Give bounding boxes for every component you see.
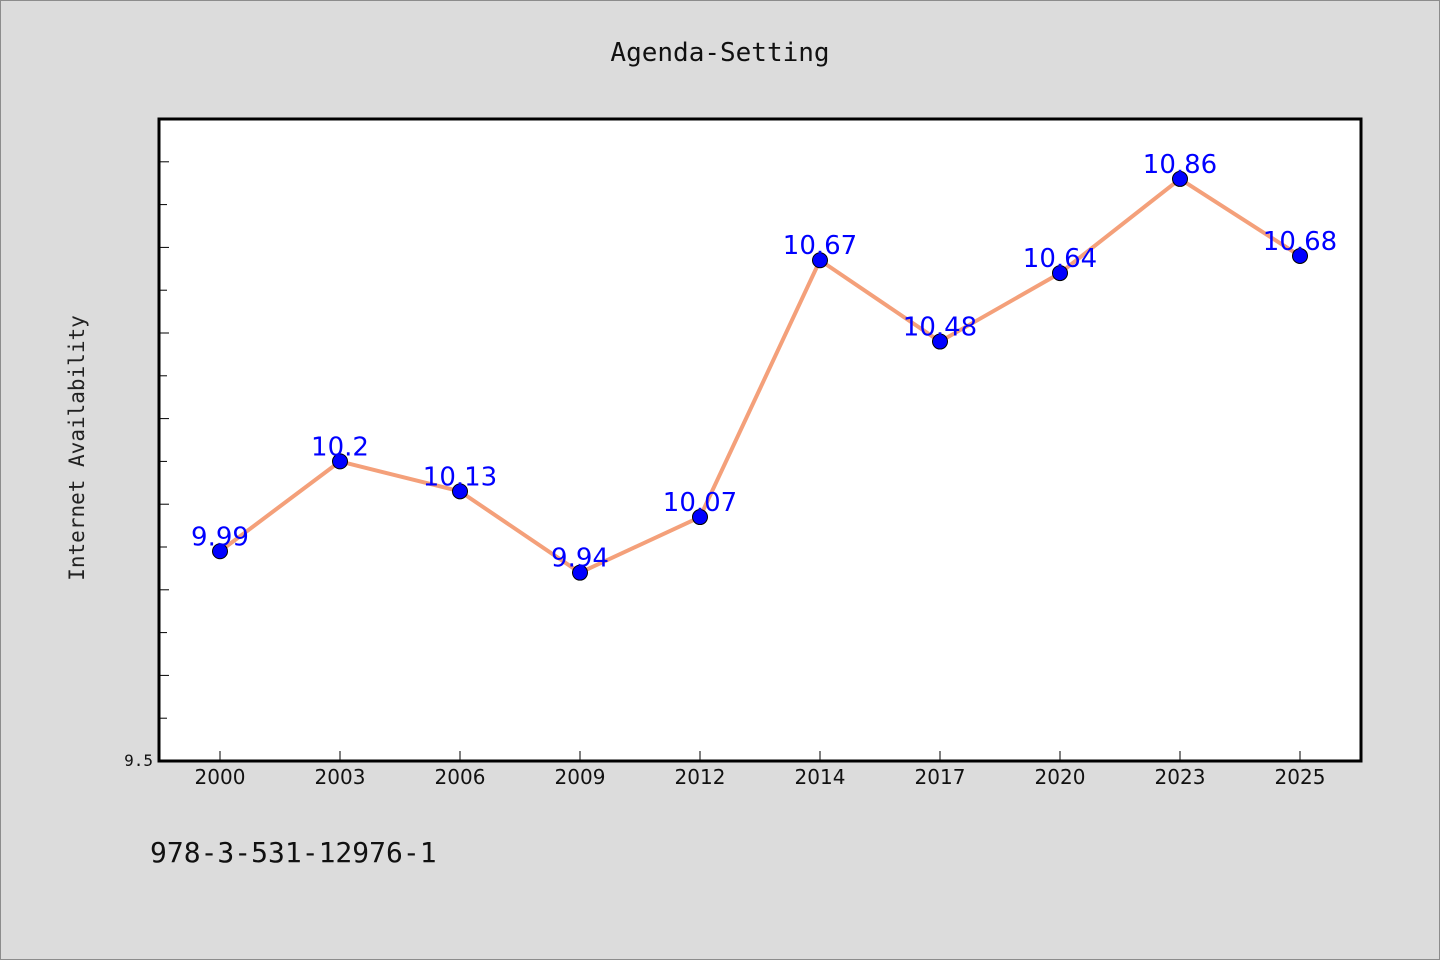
data-point-marker — [1052, 265, 1068, 282]
series-line — [218, 176, 1302, 575]
x-tick-label: 2023 — [1155, 765, 1206, 789]
data-point-marker — [452, 483, 468, 500]
data-point-marker — [932, 333, 948, 350]
x-tick-label: 2012 — [675, 765, 726, 789]
x-axis-ticks: 2000 2003 2006 2009 2012 2014 2017 2020 2023 2025 — [195, 751, 1326, 789]
isbn-footer: 978-3-531-12976-1 — [150, 836, 437, 869]
data-point-marker — [692, 509, 708, 526]
data-label: 9.94 — [551, 544, 609, 574]
data-point-marker — [572, 564, 588, 581]
x-tick-label: 2000 — [195, 765, 246, 789]
data-point-marker — [812, 252, 828, 269]
y-axis-ticks: 9.5 — [124, 161, 169, 770]
x-tick-label: 2003 — [315, 765, 366, 789]
data-point-marker — [1292, 247, 1308, 264]
x-tick-label: 2017 — [915, 765, 966, 789]
x-tick-label: 2014 — [795, 765, 846, 789]
x-tick-label: 2006 — [435, 765, 486, 789]
data-label: 10.07 — [663, 488, 737, 518]
data-point-marker — [332, 453, 348, 470]
chart-title: Agenda-Setting — [610, 38, 829, 68]
y-axis-label: Internet Availability — [65, 315, 89, 581]
data-label: 10.67 — [783, 231, 857, 261]
plot-area — [157, 117, 1363, 763]
data-label: 10.2 — [311, 432, 369, 462]
data-label: 10.68 — [1263, 227, 1337, 257]
data-label: 10.48 — [903, 313, 977, 343]
data-labels: 9.99 10.2 10.13 9.94 10.07 10.67 10.48 10.64 10.… — [191, 150, 1337, 574]
data-label: 9.99 — [191, 522, 249, 552]
x-tick-label: 2025 — [1275, 765, 1326, 789]
data-label: 10.64 — [1023, 244, 1097, 274]
data-label: 10.86 — [1143, 150, 1217, 180]
y-tick-label: 9.5 — [124, 751, 153, 770]
x-tick-label: 2020 — [1035, 765, 1086, 789]
data-markers — [212, 170, 1308, 581]
data-point-marker — [212, 543, 228, 560]
data-label: 10.13 — [423, 462, 497, 492]
x-tick-label: 2009 — [555, 765, 606, 789]
data-point-marker — [1172, 170, 1188, 187]
